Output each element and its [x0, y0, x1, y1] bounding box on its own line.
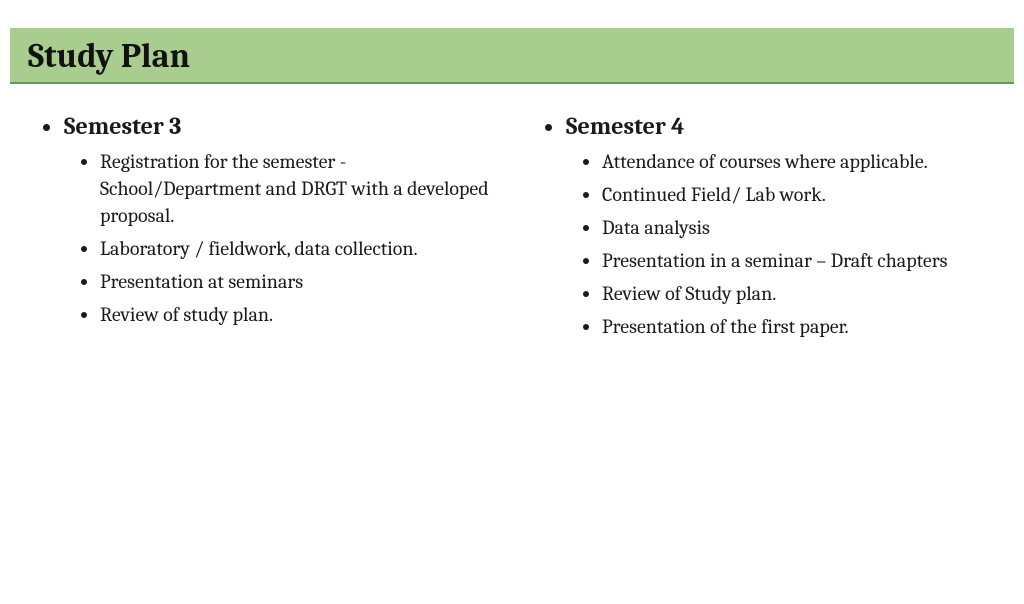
semester-4-heading: Semester 4 Attendance of courses where a…	[566, 110, 1004, 340]
heading-text: Semester 3	[64, 112, 181, 140]
heading-text: Semester 4	[566, 112, 684, 140]
list-item: Review of study plan.	[100, 301, 502, 328]
list-item: Attendance of courses where applicable.	[602, 148, 1004, 175]
list-item: Registration for the semester - School/D…	[100, 148, 502, 229]
semester-3-heading: Semester 3 Registration for the semester…	[64, 110, 502, 328]
list-item: Presentation at seminars	[100, 268, 502, 295]
list-item: Review of Study plan.	[602, 280, 1004, 307]
list-item: Presentation in a seminar – Draft chapte…	[602, 247, 1004, 274]
right-column: Semester 4 Attendance of courses where a…	[522, 110, 1004, 346]
list-item: Continued Field/ Lab work.	[602, 181, 1004, 208]
right-top-list: Semester 4 Attendance of courses where a…	[522, 110, 1004, 340]
left-top-list: Semester 3 Registration for the semester…	[20, 110, 502, 328]
title-bar: Study Plan	[10, 28, 1014, 84]
list-item: Presentation of the first paper.	[602, 313, 1004, 340]
semester-4-items: Attendance of courses where applicable. …	[566, 148, 1004, 340]
semester-3-items: Registration for the semester - School/D…	[64, 148, 502, 328]
list-item: Data analysis	[602, 214, 1004, 241]
page-title: Study Plan	[28, 36, 996, 76]
list-item: Laboratory / fieldwork, data collection.	[100, 235, 502, 262]
left-column: Semester 3 Registration for the semester…	[20, 110, 502, 346]
content-columns: Semester 3 Registration for the semester…	[0, 84, 1024, 346]
